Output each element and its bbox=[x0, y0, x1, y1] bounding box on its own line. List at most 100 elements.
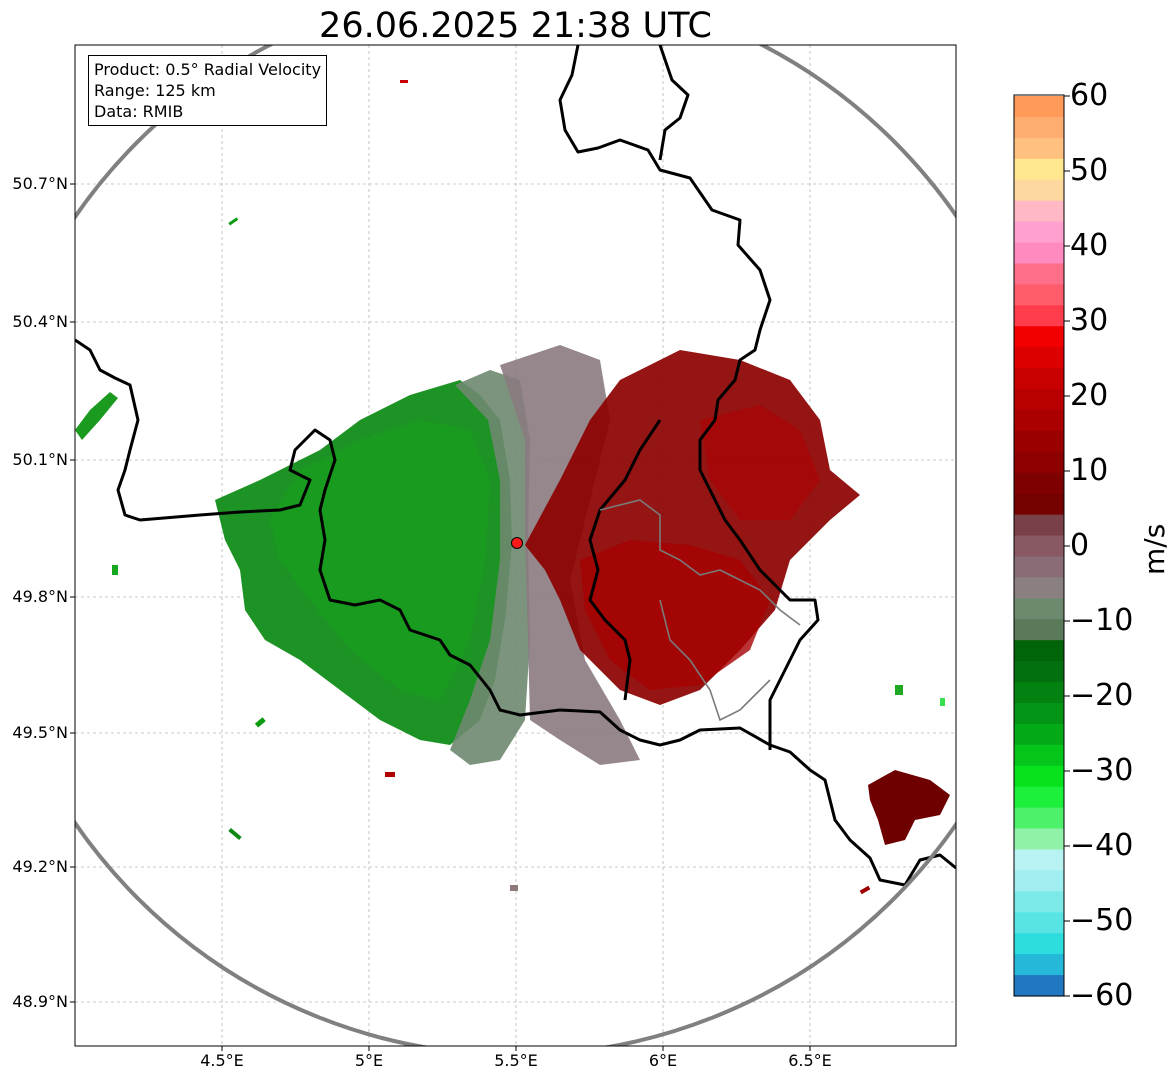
echo-far-southeast bbox=[868, 770, 950, 845]
colorbar-tick-label: 10 bbox=[1070, 453, 1109, 488]
colorbar-tick-label: 60 bbox=[1070, 78, 1109, 113]
colorbar-segment bbox=[1014, 284, 1064, 306]
colorbar-segment bbox=[1014, 326, 1064, 348]
colorbar-segment bbox=[1014, 535, 1064, 558]
velocity-echoes bbox=[75, 80, 950, 895]
colorbar-segment bbox=[1014, 514, 1064, 537]
colorbar-unit-label: m/s bbox=[1138, 523, 1171, 575]
colorbar-segment bbox=[1014, 96, 1064, 118]
colorbar-tick-label: −20 bbox=[1070, 678, 1134, 713]
colorbar-segment bbox=[1014, 828, 1064, 851]
echo-far-west-strip bbox=[75, 392, 118, 440]
colorbar-segment bbox=[1014, 682, 1064, 704]
colorbar-tick-label: 40 bbox=[1070, 228, 1109, 263]
map-title: 26.06.2025 21:38 UTC bbox=[319, 6, 712, 46]
colorbar-segment bbox=[1014, 577, 1064, 599]
colorbar-segment bbox=[1014, 263, 1064, 285]
colorbar-segment bbox=[1014, 619, 1064, 641]
colorbar-segment bbox=[1014, 933, 1064, 955]
lat-label: 50.4°N bbox=[12, 312, 68, 331]
colorbar-tick-label: 0 bbox=[1070, 528, 1090, 563]
colorbar-segment bbox=[1014, 556, 1064, 578]
colorbar-segment bbox=[1014, 493, 1064, 516]
lat-label: 48.9°N bbox=[12, 992, 68, 1011]
echo-speck bbox=[385, 772, 395, 777]
border-north-2 bbox=[658, 45, 690, 161]
colorbar-ticks bbox=[1064, 95, 1070, 997]
product-info-box: Product: 0.5° Radial Velocity Range: 125… bbox=[88, 55, 328, 126]
colorbar-segment bbox=[1014, 368, 1064, 390]
axis-ticks bbox=[70, 183, 811, 1051]
borders bbox=[75, 45, 956, 887]
border-west bbox=[75, 338, 956, 887]
lon-label: 5.5°E bbox=[494, 1051, 538, 1070]
colorbar-segment bbox=[1014, 221, 1064, 244]
colorbar-segment bbox=[1014, 472, 1064, 495]
echo-outbound-east-3 bbox=[700, 405, 820, 520]
colorbar-segment bbox=[1014, 347, 1064, 369]
colorbar-segment bbox=[1014, 744, 1064, 767]
colorbar-tick-label: 20 bbox=[1070, 378, 1109, 413]
colorbar-segment bbox=[1014, 786, 1064, 809]
subdivision-borders bbox=[599, 499, 801, 722]
colorbar-segment bbox=[1014, 765, 1064, 788]
colorbar-segment bbox=[1014, 870, 1064, 892]
colorbar-segment bbox=[1014, 975, 1064, 997]
lon-label: 4.5°E bbox=[200, 1051, 244, 1070]
info-data-source: Data: RMIB bbox=[94, 102, 184, 121]
echo-speck bbox=[112, 565, 118, 575]
radar-site-marker bbox=[511, 537, 523, 549]
colorbar-segment bbox=[1014, 891, 1064, 913]
border-north bbox=[558, 45, 772, 421]
colorbar-segment bbox=[1014, 137, 1064, 160]
echo-speck bbox=[940, 698, 945, 706]
border-inner bbox=[588, 419, 662, 701]
colorbar-segment bbox=[1014, 430, 1064, 453]
echo-speck bbox=[254, 717, 266, 728]
colorbar-segment bbox=[1014, 116, 1064, 139]
colorbar-segment bbox=[1014, 451, 1064, 474]
colorbar-segment bbox=[1014, 849, 1064, 872]
border-lux bbox=[698, 419, 820, 750]
lon-label: 6.5°E bbox=[788, 1051, 832, 1070]
lon-label: 5°E bbox=[354, 1051, 384, 1070]
colorbar-segment bbox=[1014, 702, 1064, 725]
echo-speck bbox=[400, 80, 408, 83]
colorbar-segment bbox=[1014, 640, 1064, 662]
colorbar-segment bbox=[1014, 598, 1064, 620]
lat-label: 50.7°N bbox=[12, 174, 68, 193]
colorbar-segment bbox=[1014, 912, 1064, 934]
colorbar-tick-label: −30 bbox=[1070, 753, 1134, 788]
colorbar-segment bbox=[1014, 389, 1064, 411]
echo-speck bbox=[510, 885, 518, 891]
colorbar-tick-label: −10 bbox=[1070, 603, 1134, 638]
colorbar-segment bbox=[1014, 723, 1064, 746]
colorbar-tick-label: 30 bbox=[1070, 303, 1109, 338]
lat-label: 49.8°N bbox=[12, 587, 68, 606]
colorbar-tick-label: −60 bbox=[1070, 978, 1134, 1013]
lat-label: 50.1°N bbox=[12, 450, 68, 469]
colorbar-segment bbox=[1014, 200, 1064, 223]
colorbar-tick-label: −50 bbox=[1070, 903, 1134, 938]
lon-label: 6°E bbox=[648, 1051, 678, 1070]
lat-label: 49.5°N bbox=[12, 723, 68, 742]
info-product: Product: 0.5° Radial Velocity bbox=[94, 60, 322, 79]
echo-speck bbox=[228, 217, 239, 226]
colorbar-segment bbox=[1014, 179, 1064, 202]
colorbar-segment bbox=[1014, 305, 1064, 327]
echo-zero-band bbox=[450, 370, 530, 765]
colorbar-segment bbox=[1014, 242, 1064, 265]
echo-speck bbox=[859, 885, 871, 895]
lat-label: 49.2°N bbox=[12, 857, 68, 876]
info-range: Range: 125 km bbox=[94, 81, 216, 100]
colorbar-segment bbox=[1014, 661, 1064, 683]
echo-speck bbox=[895, 685, 903, 695]
colorbar-segment bbox=[1014, 807, 1064, 830]
colorbar-segment bbox=[1014, 954, 1064, 976]
echo-speck bbox=[228, 827, 242, 841]
colorbar-tick-label: 50 bbox=[1070, 153, 1109, 188]
colorbar bbox=[1013, 94, 1065, 997]
colorbar-segment bbox=[1014, 409, 1064, 432]
colorbar-segment bbox=[1014, 158, 1064, 181]
